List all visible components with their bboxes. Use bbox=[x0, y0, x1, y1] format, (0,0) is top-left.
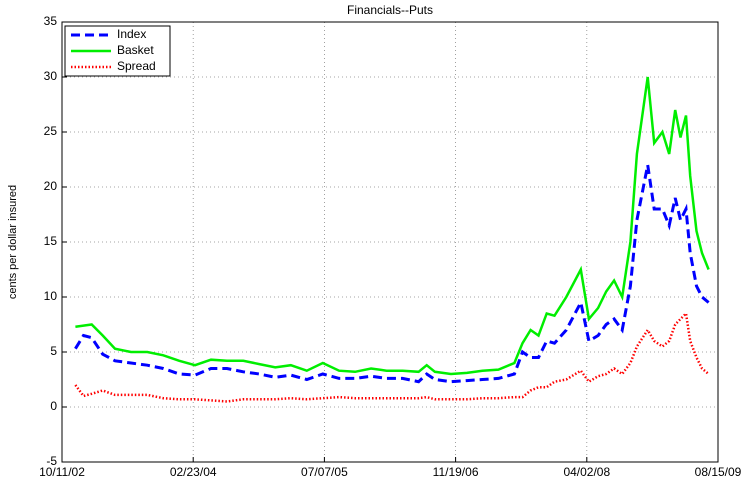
y-tick-label: 30 bbox=[44, 69, 58, 83]
plot-frame bbox=[61, 21, 719, 463]
y-tick-label: 10 bbox=[44, 289, 58, 303]
y-tick-label: 0 bbox=[50, 399, 57, 413]
series-line bbox=[74, 164, 710, 384]
x-tick-label: 07/07/05 bbox=[301, 465, 348, 479]
y-tick-label: 35 bbox=[44, 14, 58, 28]
legend-label: Basket bbox=[117, 43, 154, 57]
y-tick-label: -5 bbox=[46, 454, 57, 468]
legend-label: Index bbox=[117, 27, 146, 41]
x-tick-label: 10/11/02 bbox=[39, 465, 85, 479]
x-tick-label: 11/19/06 bbox=[433, 465, 479, 479]
y-tick-label: 20 bbox=[44, 179, 58, 193]
x-tick-label: 08/15/09 bbox=[695, 465, 742, 479]
y-tick-label: 15 bbox=[44, 234, 58, 248]
x-tick-label: 02/23/04 bbox=[170, 465, 217, 479]
chart-title: Financials--Puts bbox=[347, 3, 433, 17]
y-tick-label: 5 bbox=[50, 344, 57, 358]
x-tick-label: 04/02/08 bbox=[563, 465, 610, 479]
series-line bbox=[75, 76, 710, 376]
y-axis-label: cents per dollar insured bbox=[7, 185, 19, 299]
legend-label: Spread bbox=[117, 59, 156, 73]
y-tick-label: 25 bbox=[44, 124, 58, 138]
series-line bbox=[74, 310, 710, 403]
